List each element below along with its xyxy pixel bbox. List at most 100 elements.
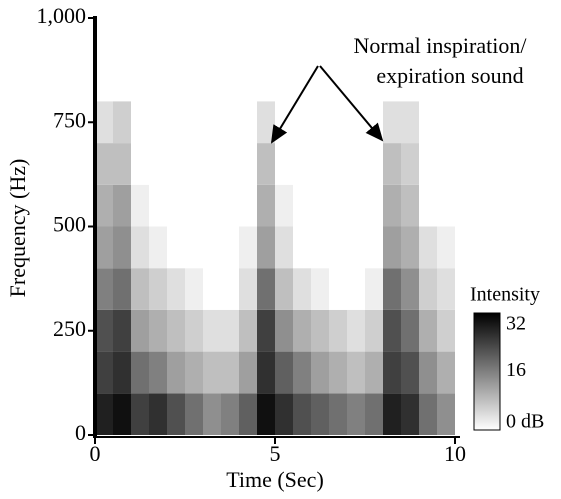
- cell: [329, 143, 347, 185]
- cell: [239, 184, 257, 227]
- cell: [365, 351, 383, 394]
- cell: [185, 393, 203, 435]
- cell: [401, 393, 419, 435]
- y-tick-label: 1,000: [37, 3, 87, 28]
- cell: [131, 268, 149, 310]
- cell: [419, 351, 437, 394]
- cell: [275, 268, 293, 310]
- cell: [113, 226, 131, 269]
- cell: [167, 268, 185, 310]
- cell: [95, 393, 113, 435]
- cell: [185, 143, 203, 185]
- cell: [347, 143, 365, 185]
- cell: [329, 226, 347, 269]
- cell: [365, 268, 383, 310]
- cell: [257, 143, 275, 185]
- colorbar-tick-label: 16: [506, 359, 526, 381]
- cell: [437, 143, 455, 185]
- cell: [401, 309, 419, 352]
- cell: [347, 226, 365, 269]
- cell: [257, 268, 275, 310]
- cell: [383, 268, 401, 310]
- cell: [203, 351, 221, 394]
- cell: [311, 351, 329, 394]
- cell: [95, 351, 113, 394]
- cell: [401, 184, 419, 227]
- heatmap: [95, 101, 455, 435]
- y-tick-label: 0: [75, 420, 86, 445]
- cell: [275, 309, 293, 352]
- cell: [347, 393, 365, 435]
- cell: [149, 101, 167, 144]
- cell: [221, 226, 239, 269]
- cell: [329, 268, 347, 310]
- cell: [329, 351, 347, 394]
- cell: [329, 184, 347, 227]
- cell: [149, 268, 167, 310]
- cell: [419, 143, 437, 185]
- cell: [221, 143, 239, 185]
- cell: [347, 351, 365, 394]
- cell: [329, 309, 347, 352]
- cell: [221, 101, 239, 144]
- colorbar-tick-label: 0 dB: [506, 411, 544, 433]
- cell: [221, 309, 239, 352]
- cell: [437, 351, 455, 394]
- cell: [203, 268, 221, 310]
- cell: [149, 143, 167, 185]
- cell: [293, 268, 311, 310]
- cell: [437, 101, 455, 144]
- cell: [401, 101, 419, 144]
- cell: [167, 393, 185, 435]
- cell: [419, 268, 437, 310]
- cell: [365, 393, 383, 435]
- cell: [95, 268, 113, 310]
- cell: [167, 143, 185, 185]
- cell: [257, 101, 275, 144]
- cell: [437, 184, 455, 227]
- cell: [401, 351, 419, 394]
- cell: [203, 143, 221, 185]
- cell: [113, 268, 131, 310]
- cell: [167, 184, 185, 227]
- cell: [293, 143, 311, 185]
- cell: [275, 351, 293, 394]
- cell: [167, 351, 185, 394]
- cell: [239, 226, 257, 269]
- cell: [149, 226, 167, 269]
- cell: [203, 101, 221, 144]
- cell: [383, 226, 401, 269]
- cell: [419, 393, 437, 435]
- cell: [239, 351, 257, 394]
- cell: [131, 309, 149, 352]
- cell: [113, 351, 131, 394]
- cell: [437, 268, 455, 310]
- cell: [95, 309, 113, 352]
- colorbar-label: Intensity: [470, 284, 540, 306]
- cell: [293, 393, 311, 435]
- cell: [311, 268, 329, 310]
- cell: [275, 184, 293, 227]
- colorbar-tick-label: 32: [506, 313, 526, 335]
- cell: [167, 226, 185, 269]
- cell: [113, 309, 131, 352]
- cell: [95, 184, 113, 227]
- cell: [257, 309, 275, 352]
- cell: [239, 101, 257, 144]
- cell: [365, 309, 383, 352]
- cell: [437, 226, 455, 269]
- cell: [311, 226, 329, 269]
- cell: [383, 351, 401, 394]
- cell: [113, 101, 131, 144]
- cell: [419, 101, 437, 144]
- cell: [203, 393, 221, 435]
- cell: [437, 309, 455, 352]
- cell: [383, 184, 401, 227]
- cell: [149, 184, 167, 227]
- cell: [185, 351, 203, 394]
- cell: [419, 309, 437, 352]
- cell: [203, 309, 221, 352]
- cell: [95, 143, 113, 185]
- cell: [131, 101, 149, 144]
